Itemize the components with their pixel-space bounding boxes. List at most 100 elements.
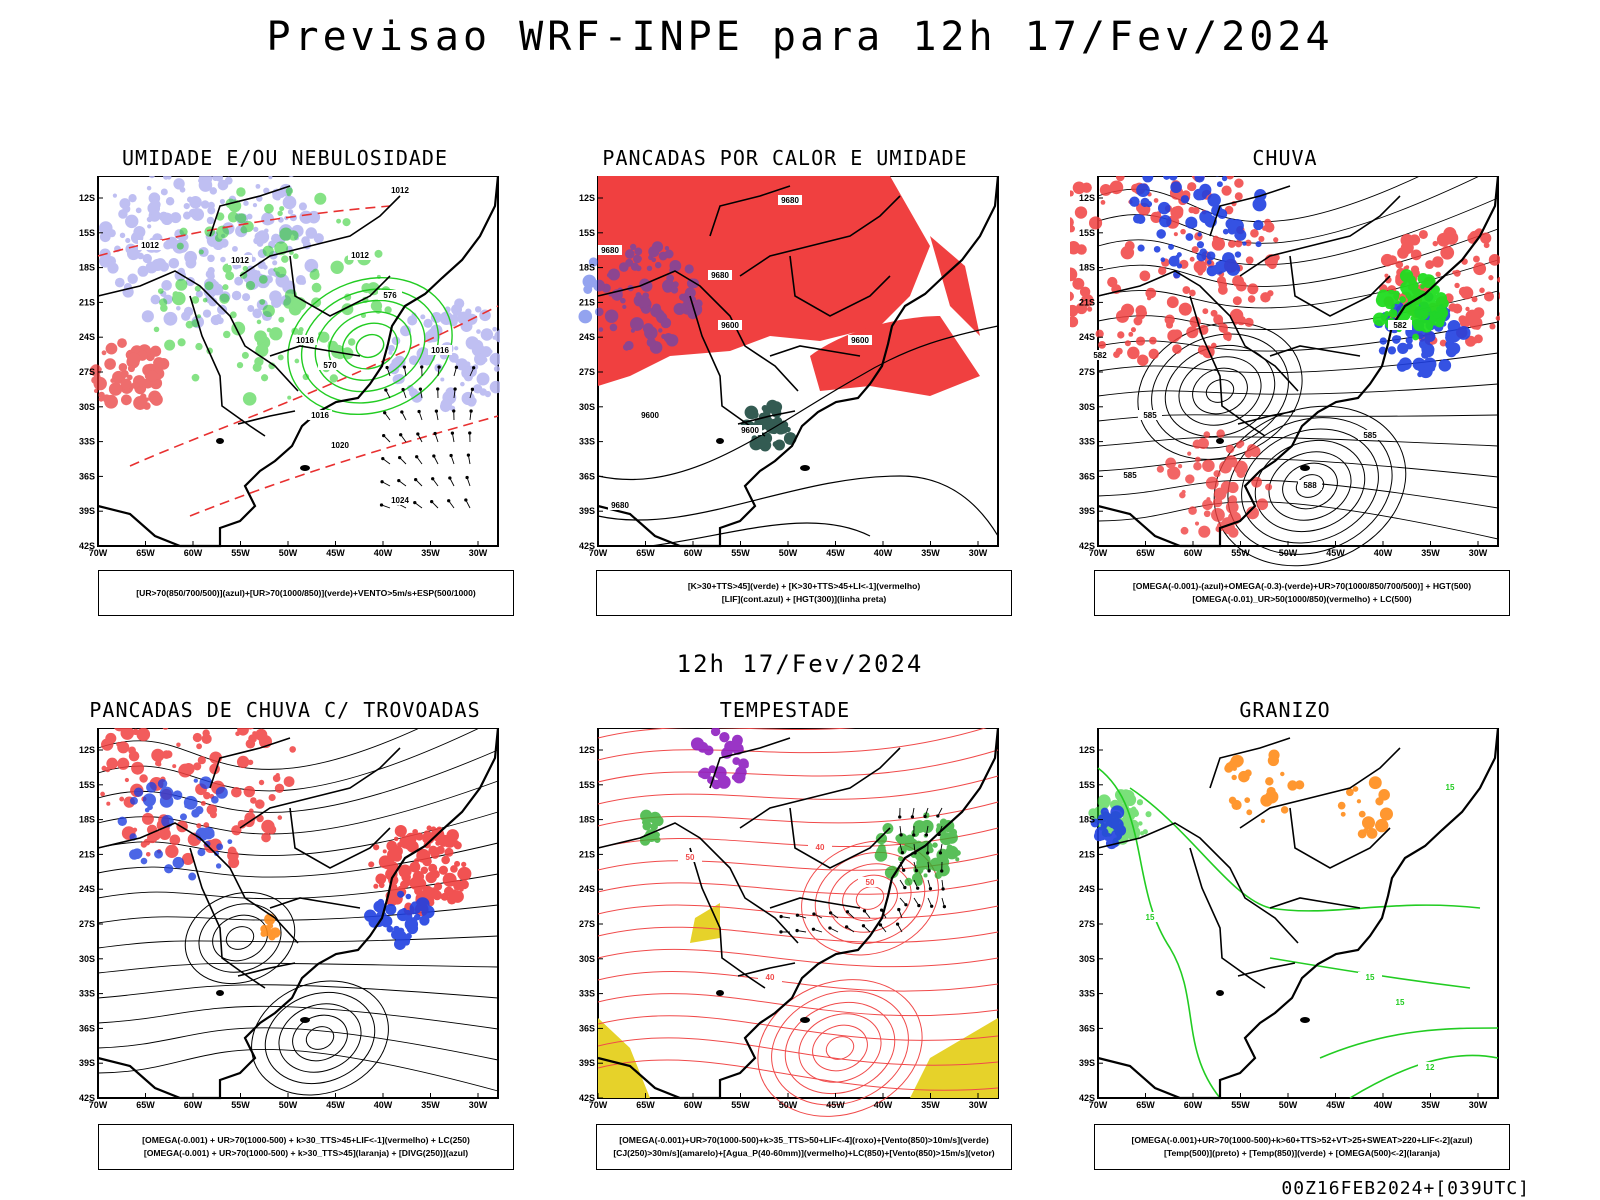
lon-tick-label: 60W [1184, 1100, 1203, 1110]
lat-tick-label: 18S [79, 263, 95, 273]
lat-tick-label: 12S [79, 745, 95, 755]
run-timestamp: 00Z16FEB2024+[039UTC] [1281, 1178, 1530, 1199]
contour-labels: 1012 1012 1012 1012 1016 1016 1020 1024 1016 570 5… [138, 185, 452, 505]
lat-tick-label: 36S [579, 471, 595, 481]
legend-umidade: [UR>70(850/700/500)](azul)+[UR>70(1000/8… [98, 570, 514, 616]
lat-tick-label: 27S [79, 919, 95, 929]
lon-tick-label: 40W [1374, 1100, 1393, 1110]
country-borders [97, 737, 401, 989]
lat-tick-label: 12S [579, 193, 595, 203]
panel-title: TEMPESTADE [719, 698, 851, 722]
wind850-green [874, 812, 961, 886]
instability-fill-red [930, 236, 980, 336]
lake-marker [1300, 465, 1310, 471]
lake-marker [800, 1017, 810, 1023]
lon-tick-label: 40W [874, 548, 893, 558]
humidity-line-green [153, 187, 392, 406]
lon-tick-label: 50W [779, 548, 798, 558]
contour-label: 9680 [601, 246, 619, 255]
lat-tick-label: 39S [579, 1058, 595, 1068]
contour-label: 9680 [711, 271, 729, 280]
lat-tick-label: 39S [1079, 1058, 1095, 1068]
lon-tick-label: 40W [374, 1100, 393, 1110]
contour-labels: 9680 9680 9680 9600 9600 9600 9680 9600 [598, 195, 872, 510]
legend-line: [UR>70(850/700/500)](azul)+[UR>70(1000/8… [136, 587, 476, 598]
lat-tick-label: 36S [79, 1023, 95, 1033]
contour-label: 50 [866, 878, 875, 887]
legend-line: [Temp(500)](preto) + [Temp(850)](verde) … [1164, 1148, 1440, 1158]
lon-tick-label: 55W [731, 1100, 750, 1110]
map-pancadas-calor[interactable]: 9680 9680 9680 9600 9600 9600 9680 9600 12S 15S 18… [570, 176, 1000, 596]
legend-line: [OMEGA(-0.001)+UR>70(1000-500)+k>35_TTS>… [619, 1135, 989, 1145]
contour-label: 40 [766, 973, 775, 982]
panel-title: GRANIZO [1239, 698, 1331, 722]
panel-title: CHUVA [1252, 146, 1318, 170]
contour-label: 1024 [391, 496, 409, 505]
divergence-blue [364, 890, 435, 951]
lat-tick-label: 24S [1079, 332, 1095, 342]
lon-tick-label: 50W [279, 548, 298, 558]
legend-chuva: [OMEGA(-0.001)-(azul)+OMEGA(-0.3)-(verde… [1094, 570, 1510, 616]
lat-tick-label: 18S [579, 815, 595, 825]
legend-line: [OMEGA(-0.001)-(azul)+OMEGA(-0.3)-(verde… [1132, 581, 1472, 591]
lat-tick-label: 27S [1079, 367, 1095, 377]
lat-tick-label: 21S [1079, 849, 1095, 859]
lat-tick-label: 42S [579, 541, 595, 551]
legend-line: [CJ(250)>30m/s](amarelo)+[Agua_P(40-60mm… [613, 1148, 995, 1158]
lat-tick-label: 33S [79, 989, 95, 999]
hail-blue [1090, 805, 1127, 850]
lake-marker [1216, 990, 1224, 996]
lon-tick-label: 65W [636, 1100, 655, 1110]
legend-tempestade: [OMEGA(-0.001)+UR>70(1000-500)+k>35_TTS>… [596, 1124, 1012, 1170]
lake-marker [716, 990, 724, 996]
lon-tick-label: 30W [969, 1100, 988, 1110]
lon-tick-label: 65W [136, 548, 155, 558]
contour-label: 15 [1146, 913, 1155, 922]
map-tempestade[interactable]: 50 40 50 40 12S 15S 18S 21S 24S 27S 30S 33S 36S 39S 42… [570, 728, 1000, 1148]
omega-blue [1129, 176, 1267, 279]
legend-line: [OMEGA(-0.01)_UR>50(1000/850)(vermelho) … [1192, 594, 1412, 604]
map-umidade[interactable]: 1012 1012 1012 1012 1016 1016 1020 1024 1016 570 5… [70, 176, 500, 596]
lon-tick-label: 35W [921, 1100, 940, 1110]
contour-label: 15 [1446, 783, 1455, 792]
lake-marker [216, 438, 224, 444]
lon-tick-label: 40W [374, 548, 393, 558]
map-granizo[interactable]: 15 15 15 15 12 12S 15S 18S 21S 24S 27S 30S 33S 36S 39S… [1070, 728, 1500, 1148]
storm-orange [260, 913, 281, 941]
contour-label: 9600 [741, 426, 759, 435]
jet-yellow [598, 1018, 650, 1098]
lon-tick-label: 35W [421, 1100, 440, 1110]
instability-fill-red [598, 176, 930, 386]
coastline [1097, 728, 1500, 1100]
lat-tick-label: 39S [79, 506, 95, 516]
map-chuva[interactable]: 582 585 585 588 585 582 12S 15S 18S 21S 24S 27S 30S 3… [1070, 176, 1500, 596]
lat-tick-label: 33S [579, 989, 595, 999]
lon-tick-label: 60W [184, 1100, 203, 1110]
anticyclone-red [757, 979, 923, 1117]
legend-pancadas-trovoadas: [OMEGA(-0.001) + UR>70(1000-500) + k>30_… [98, 1124, 514, 1170]
contour-label: 1012 [351, 251, 369, 260]
wind-vectors [379, 365, 476, 509]
lon-tick-label: 30W [1469, 548, 1488, 558]
map-frame [597, 728, 999, 1099]
contour-label: 9600 [851, 336, 869, 345]
lake-marker [1300, 1017, 1310, 1023]
hgt300-contours [597, 325, 999, 547]
contour-label: 9600 [721, 321, 739, 330]
lon-tick-label: 70W [1089, 1100, 1108, 1110]
lat-tick-label: 33S [1079, 989, 1095, 999]
coastline [97, 728, 500, 1100]
lake-marker [216, 990, 224, 996]
contour-label: 582 [1093, 351, 1107, 360]
contour-label: 15 [1366, 973, 1375, 982]
lon-tick-label: 50W [279, 1100, 298, 1110]
lat-tick-label: 15S [1079, 780, 1095, 790]
contour-label: 9680 [781, 196, 799, 205]
lon-tick-label: 60W [684, 548, 703, 558]
lat-tick-label: 18S [79, 815, 95, 825]
lat-tick-label: 27S [79, 367, 95, 377]
lon-tick-label: 65W [1136, 1100, 1155, 1110]
